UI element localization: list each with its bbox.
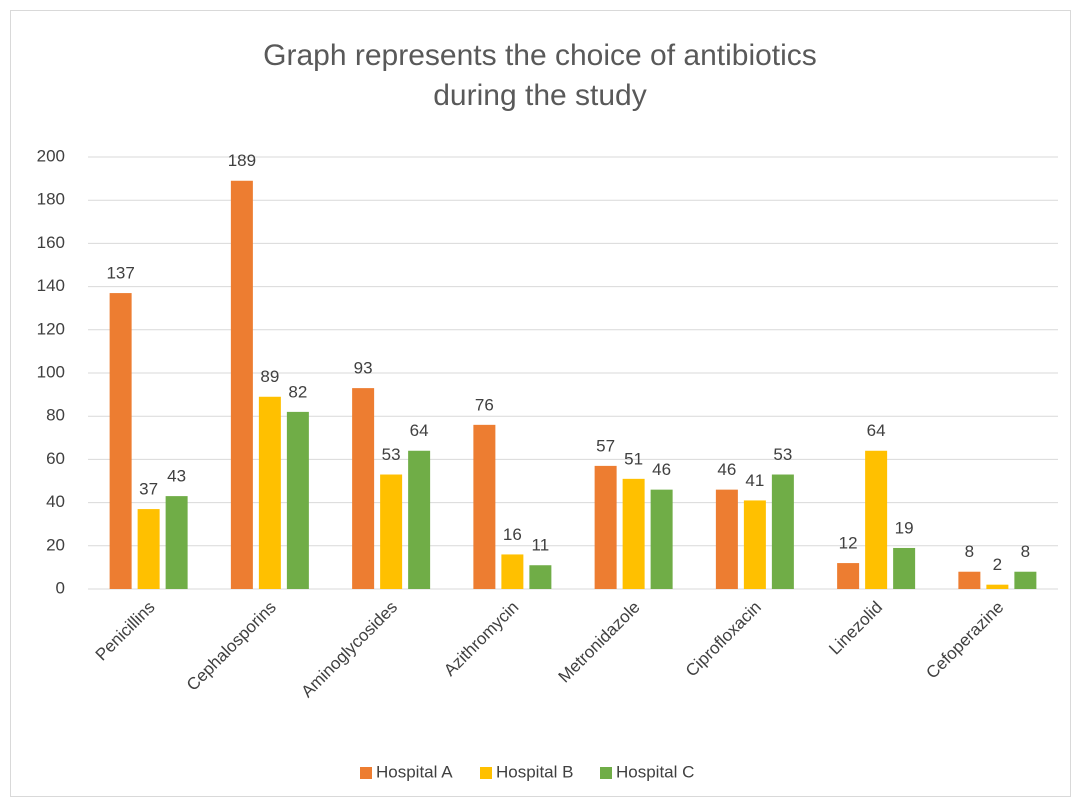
bar (230, 180, 253, 589)
y-tick-label: 160 (37, 233, 65, 252)
bar (986, 584, 1009, 589)
y-tick-label: 120 (37, 319, 65, 338)
y-tick-label: 180 (37, 190, 65, 209)
data-label: 19 (895, 518, 914, 537)
data-label: 8 (965, 542, 974, 561)
bar (622, 478, 645, 589)
bar (529, 565, 552, 589)
data-label: 43 (167, 467, 186, 486)
data-label: 2 (993, 555, 1002, 574)
bar (109, 293, 132, 589)
legend-label: Hospital A (376, 762, 453, 781)
bar (594, 465, 617, 589)
data-label: 46 (652, 460, 671, 479)
y-tick-label: 40 (46, 492, 65, 511)
legend-label: Hospital B (496, 762, 573, 781)
y-tick-label: 200 (37, 146, 65, 165)
bar (473, 424, 496, 589)
bar (743, 500, 766, 589)
bar (165, 496, 188, 589)
chart-border (10, 10, 1071, 797)
bar (501, 554, 524, 589)
data-label: 189 (228, 151, 256, 170)
data-label: 37 (139, 480, 158, 499)
data-label: 64 (867, 421, 886, 440)
legend-label: Hospital C (616, 762, 694, 781)
data-label: 64 (410, 421, 429, 440)
data-label: 12 (839, 534, 858, 553)
bar (771, 474, 794, 589)
data-label: 11 (532, 536, 550, 555)
bar (1014, 571, 1037, 589)
bar (352, 388, 375, 589)
bar (380, 474, 403, 589)
legend-swatch (360, 767, 372, 779)
data-label: 53 (382, 445, 401, 464)
y-tick-label: 0 (56, 578, 65, 597)
y-tick-label: 100 (37, 362, 65, 381)
bar (286, 411, 309, 589)
data-label: 51 (624, 449, 643, 468)
bar (893, 547, 916, 589)
y-tick-label: 20 (46, 535, 65, 554)
bar (958, 571, 981, 589)
y-tick-label: 60 (46, 449, 65, 468)
bar (650, 489, 673, 589)
data-label: 89 (260, 367, 279, 386)
data-label: 76 (475, 395, 494, 414)
legend-swatch (480, 767, 492, 779)
bar (837, 563, 860, 589)
data-label: 82 (288, 382, 307, 401)
data-label: 16 (503, 525, 522, 544)
data-label: 41 (745, 471, 764, 490)
data-label: 46 (717, 460, 736, 479)
bar (408, 450, 431, 589)
y-tick-label: 80 (46, 406, 65, 425)
bar (715, 489, 738, 589)
data-label: 93 (354, 359, 373, 378)
bar (137, 509, 160, 589)
legend-swatch (600, 767, 612, 779)
data-label: 57 (596, 436, 615, 455)
bar (865, 450, 888, 589)
data-label: 53 (773, 445, 792, 464)
chart-title: Graph represents the choice of antibioti… (263, 39, 817, 112)
bar (258, 396, 281, 589)
data-label: 137 (106, 264, 134, 283)
data-label: 8 (1021, 542, 1030, 561)
y-tick-label: 140 (37, 276, 65, 295)
